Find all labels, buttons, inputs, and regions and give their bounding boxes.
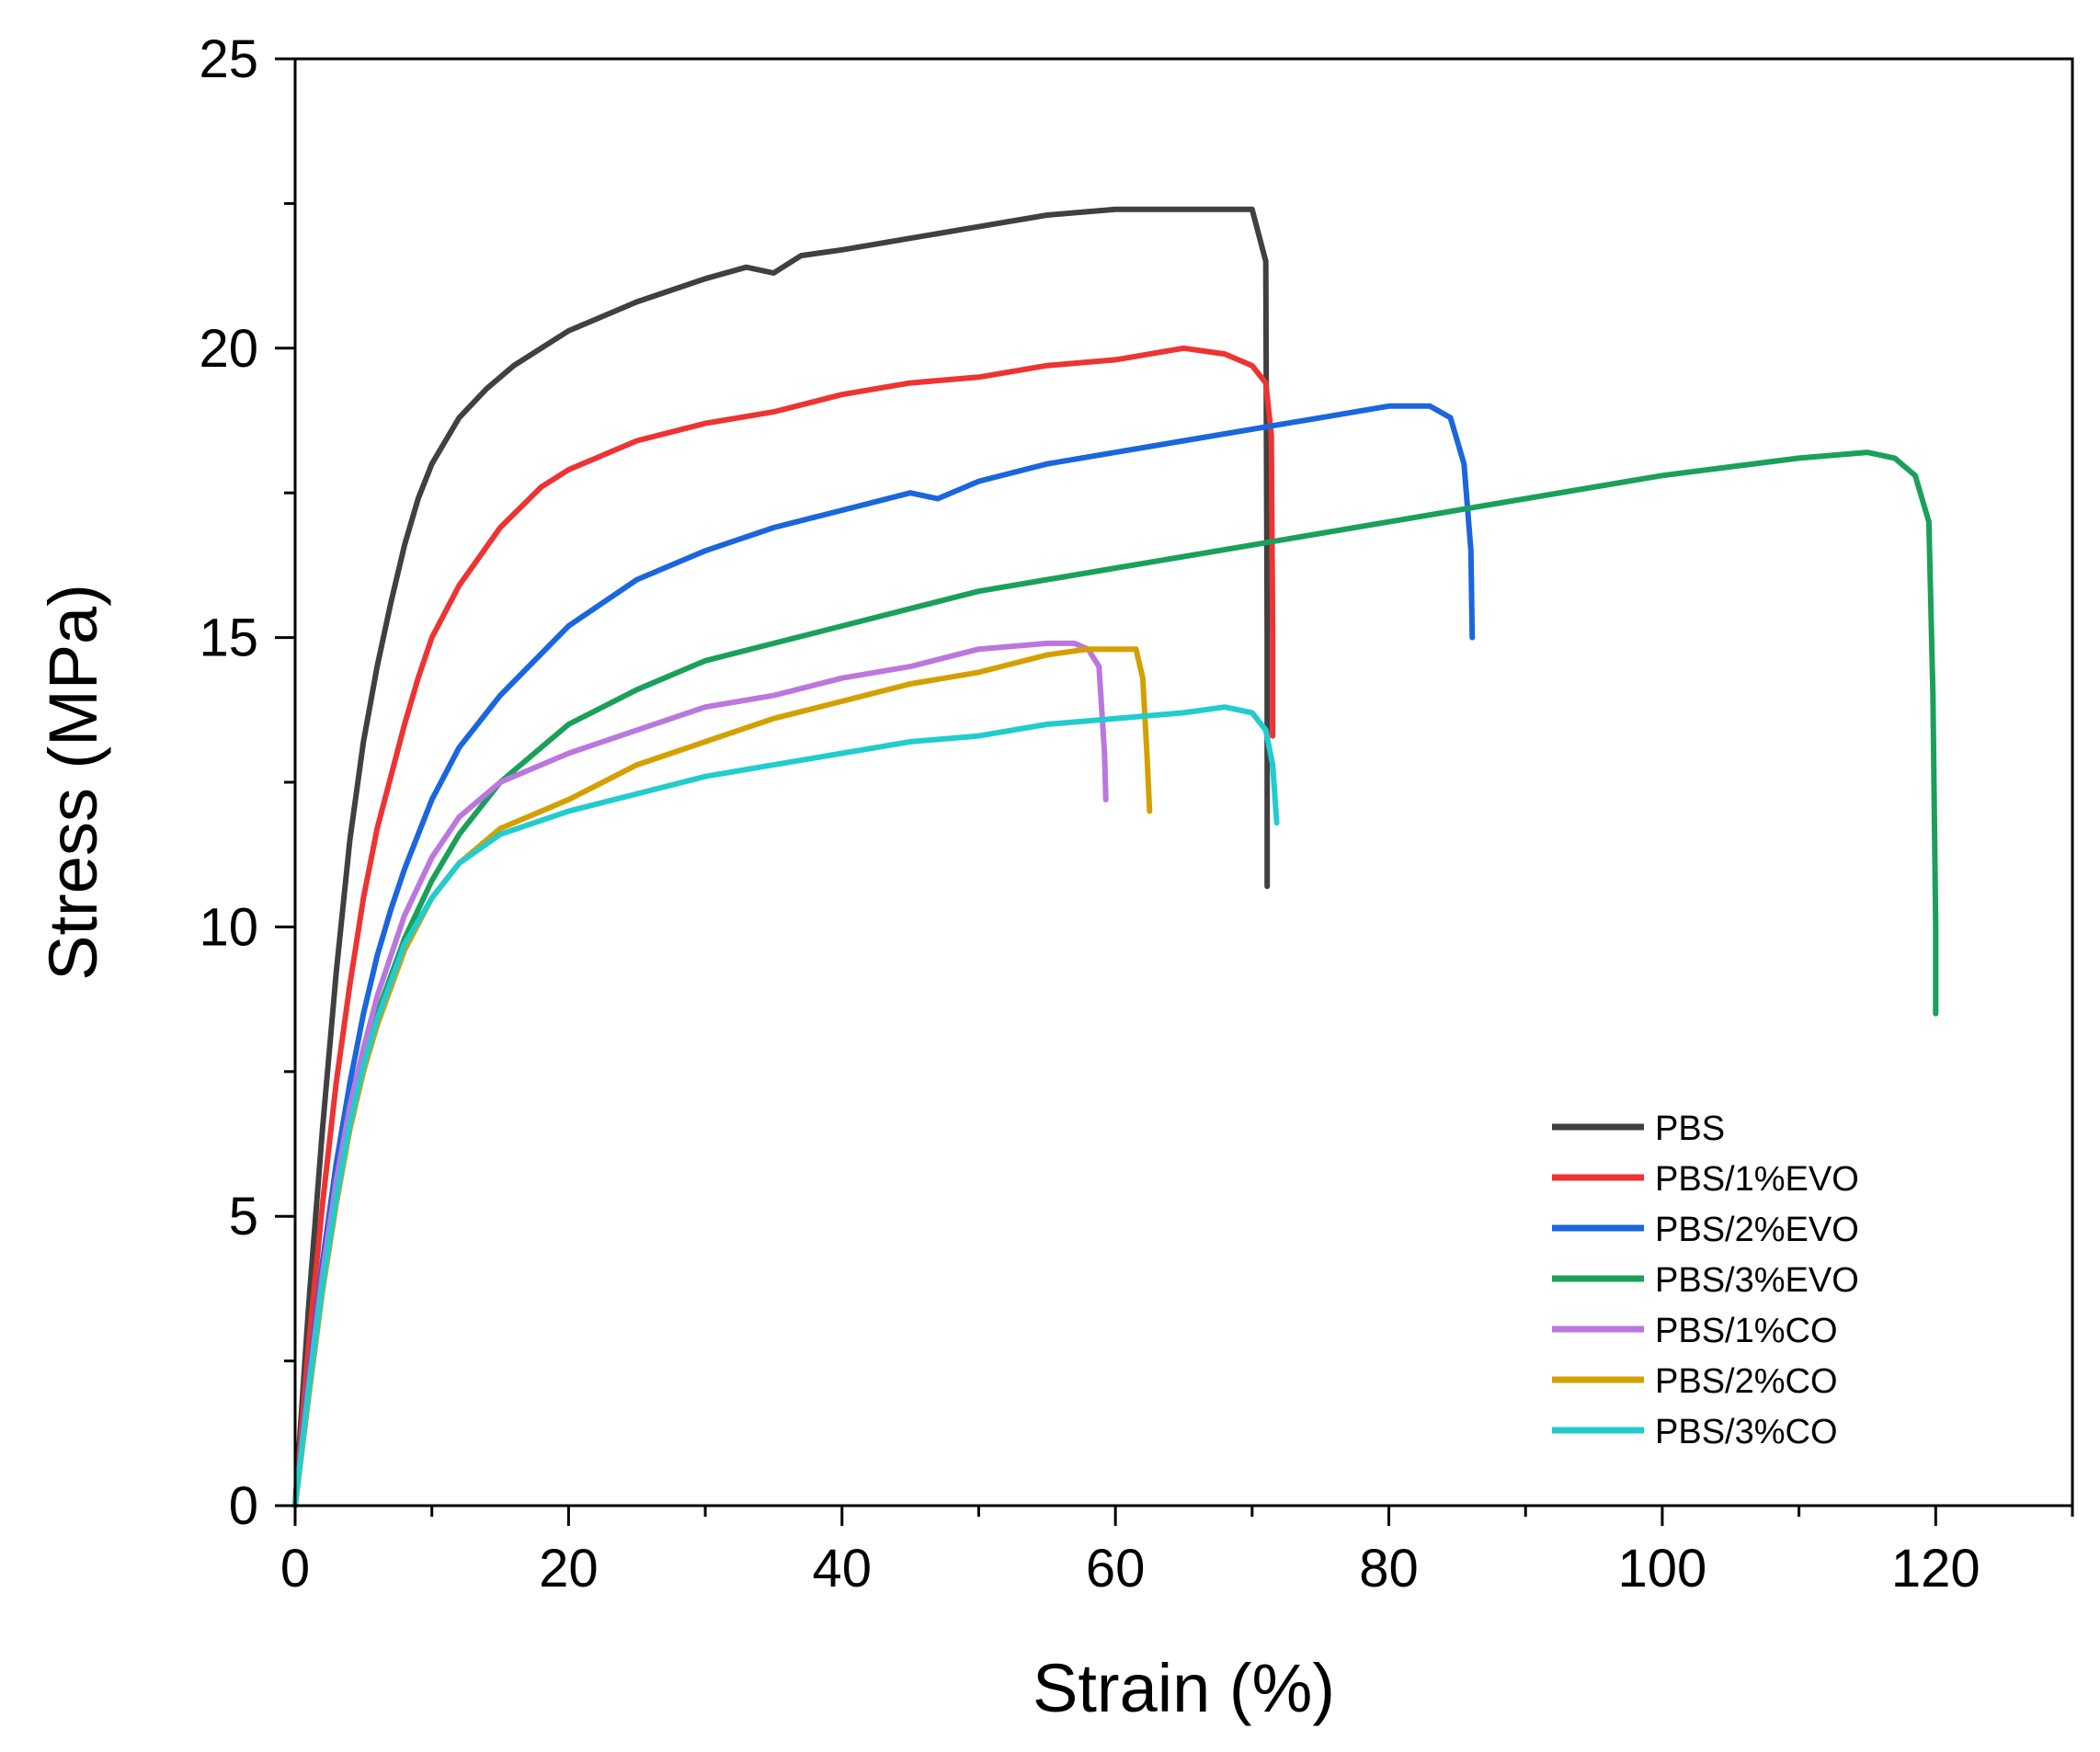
y-tick-label: 10	[199, 897, 258, 957]
legend-label-6: PBS/3%CO	[1655, 1413, 1838, 1451]
x-tick-label: 120	[1891, 1539, 1980, 1598]
legend: PBS PBS/1%EVO PBS/2%EVO PBS/3%EVO PBS/1%CO PB…	[1552, 1109, 1859, 1451]
legend-label-0: PBS	[1655, 1109, 1725, 1148]
legend-label-3: PBS/3%EVO	[1655, 1261, 1859, 1300]
series-line-5	[292, 646, 1153, 1508]
x-axis-ticks: 0 20 40 60 80 100 120	[280, 1506, 2074, 1598]
x-tick-label: 100	[1618, 1539, 1707, 1598]
y-axis-title: Stress (MPa)	[35, 584, 111, 981]
x-tick-label: 40	[813, 1539, 873, 1598]
series-layer	[292, 206, 1939, 1508]
x-tick-label: 60	[1086, 1539, 1146, 1598]
series-line-2	[292, 403, 1476, 1508]
x-axis-title: Strain (%)	[1033, 1650, 1335, 1726]
legend-label-4: PBS/1%CO	[1655, 1312, 1838, 1350]
x-tick-label: 80	[1359, 1539, 1419, 1598]
series-line-6	[292, 704, 1280, 1508]
legend-label-2: PBS/2%EVO	[1655, 1211, 1859, 1249]
series-line-4	[292, 640, 1109, 1508]
y-tick-label: 15	[199, 609, 258, 668]
legend-label-1: PBS/1%EVO	[1655, 1160, 1859, 1199]
legend-label-5: PBS/2%CO	[1655, 1362, 1838, 1401]
y-tick-label: 20	[199, 319, 258, 379]
y-axis-ticks: 0 5 10 15 20 25	[199, 29, 295, 1536]
y-tick-label: 25	[199, 29, 258, 89]
x-tick-label: 0	[280, 1539, 310, 1598]
series-line-1	[292, 345, 1276, 1508]
x-tick-label: 20	[539, 1539, 599, 1598]
series-line-0	[292, 206, 1271, 1508]
y-tick-label: 0	[229, 1476, 258, 1536]
y-tick-label: 5	[229, 1187, 258, 1246]
